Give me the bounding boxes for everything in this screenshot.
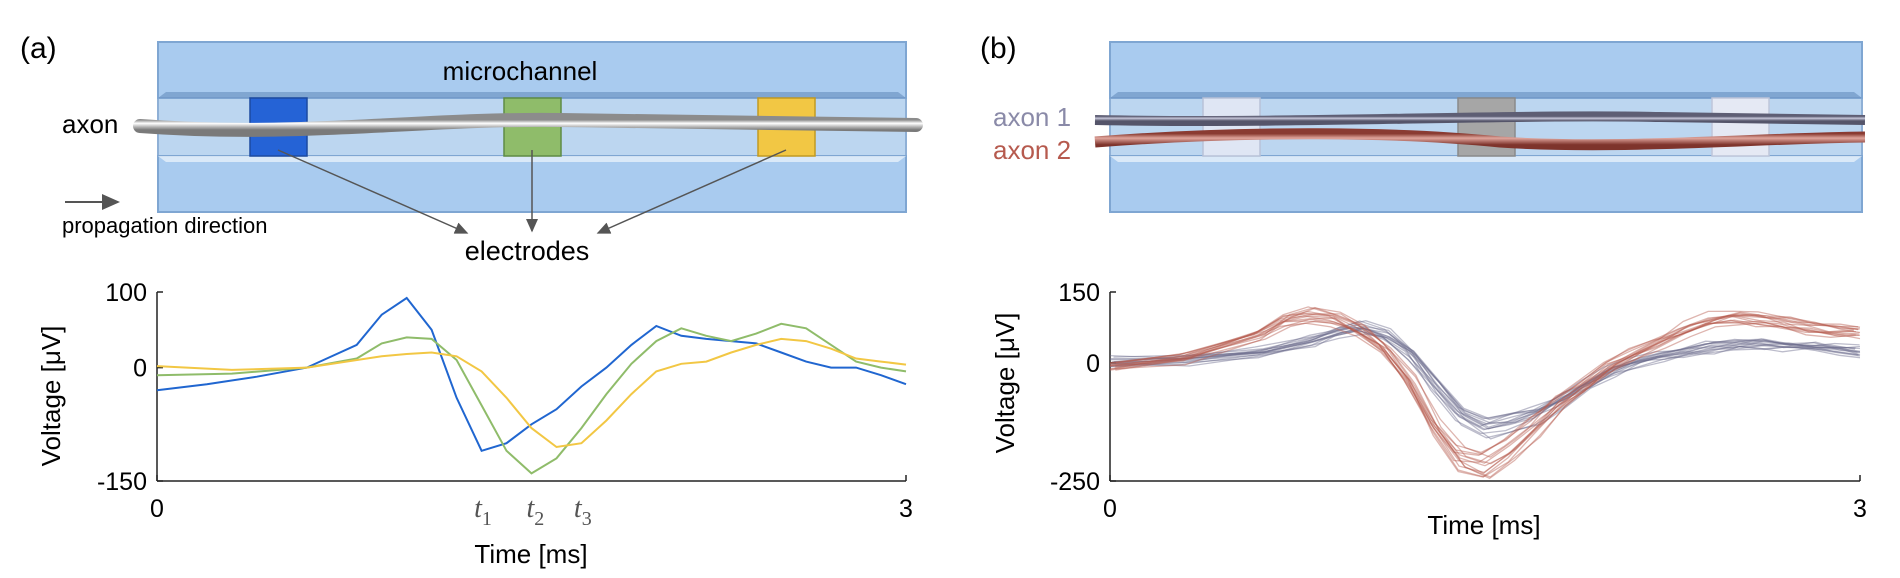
propagation-direction-label: propagation direction <box>62 213 267 238</box>
series-2-trial-line <box>1115 307 1861 478</box>
series-2-trial-line <box>1109 317 1861 467</box>
series-1-trial-line <box>1113 327 1861 419</box>
electrodes-label: electrodes <box>465 236 590 266</box>
series-1-trial-line <box>1109 320 1860 430</box>
axon-1-shape <box>1094 111 1866 126</box>
series-2-trial-line <box>1109 306 1859 478</box>
series-1-trial-line <box>1115 320 1861 440</box>
series-1-trial-line <box>1109 326 1856 428</box>
x-tick-label: 3 <box>899 495 913 523</box>
time-marker-label: t1 <box>474 493 492 530</box>
channel-bottom-wall-b <box>1109 155 1863 213</box>
chart-b-xlabel: Time [ms] <box>1427 510 1540 540</box>
series-1-trial-line <box>1109 324 1856 435</box>
series-2-trial-line <box>1109 310 1859 478</box>
x-tick-label: 0 <box>1103 495 1117 523</box>
panel-b-label: (b) <box>980 32 1017 65</box>
series-2-line <box>156 322 907 475</box>
axon-2-label: axon 2 <box>993 135 1071 165</box>
axon-shape <box>133 112 923 137</box>
series-3-line <box>156 337 907 449</box>
series-1-trial-line <box>1113 326 1861 428</box>
y-tick-label: -250 <box>1050 468 1100 496</box>
y-tick-label: -150 <box>97 468 147 496</box>
x-tick-label: 3 <box>1853 495 1867 523</box>
y-tick-label: 0 <box>1086 350 1100 378</box>
series-2-trial-line <box>1109 318 1860 464</box>
series-1-trial-line <box>1111 323 1861 439</box>
axon-label: axon <box>62 109 118 139</box>
channel-top-wall-b <box>1109 41 1863 99</box>
series-2-trial-line <box>1115 320 1861 458</box>
x-tick-label: 0 <box>150 495 164 523</box>
series-2-trial-line <box>1109 320 1856 454</box>
channel-top-wall <box>157 41 907 99</box>
series-1-trial-line <box>1113 325 1861 430</box>
time-marker-label: t3 <box>574 493 592 530</box>
y-tick-label: 0 <box>133 355 147 383</box>
series-1-trial-line <box>1109 329 1858 426</box>
series-1-trial-line <box>1114 333 1861 421</box>
y-tick-label: 150 <box>1058 279 1100 307</box>
series-1-trial-line <box>1115 327 1861 424</box>
panel-a-label: (a) <box>20 32 57 65</box>
electrode-pointer-lines <box>277 149 787 234</box>
microchannel-device-b: axon 1 axon 2 <box>993 41 1866 213</box>
microchannel-device-a: microchannel axon <box>62 41 923 213</box>
chart-a-xlabel: Time [ms] <box>474 539 587 569</box>
series-2-trial-line <box>1109 315 1860 474</box>
microchannel-label: microchannel <box>443 56 598 86</box>
series-1-trial-line <box>1111 327 1861 425</box>
panel-b: (b) axon 1 axon 2 Voltage [μV] Time [ms]… <box>980 32 1867 540</box>
series-2-trial-line <box>1109 312 1859 475</box>
series-2-trial-line <box>1109 314 1854 456</box>
chart-b-ylabel: Voltage [μV] <box>990 313 1020 454</box>
series-2-trial-line <box>1109 313 1854 463</box>
panel-a: (a) microchannel axon propagation direct… <box>20 32 923 569</box>
series-2-trial-line <box>1109 319 1856 456</box>
y-tick-label: 100 <box>105 279 147 307</box>
series-2-trial-line <box>1114 306 1861 480</box>
electrode-b-1 <box>1202 97 1261 157</box>
chart-a-ylabel: Voltage [μV] <box>36 326 66 467</box>
axon-1-label: axon 1 <box>993 102 1071 132</box>
axon-2-shape <box>1094 128 1866 151</box>
time-marker-label: t2 <box>526 493 544 530</box>
electrode-b-3 <box>1711 97 1770 157</box>
series-2-trial-line <box>1115 313 1861 465</box>
series-1-trial-line <box>1109 329 1859 420</box>
series-1-trial-line <box>1109 329 1859 431</box>
series-1-line <box>156 296 907 453</box>
